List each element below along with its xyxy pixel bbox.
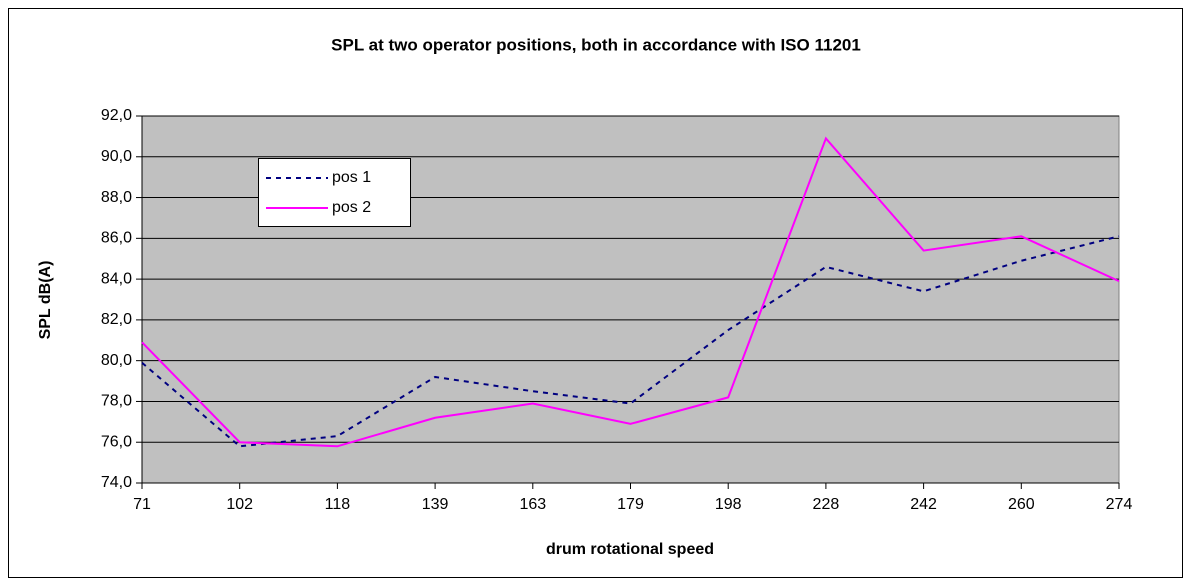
series-line	[141, 235, 1120, 448]
y-tick-label: 76,0	[101, 433, 132, 450]
x-tick-label: 71	[133, 496, 151, 513]
y-tick-label: 88,0	[101, 189, 132, 206]
y-tick-label: 86,0	[101, 230, 132, 247]
y-tick-label: 92,0	[101, 107, 132, 124]
y-axis-label: SPL dB(A)	[37, 261, 54, 340]
x-tick-label: 242	[910, 496, 937, 513]
y-tick-label: 80,0	[101, 352, 132, 369]
x-axis-label: drum rotational speed	[546, 541, 714, 558]
y-tick-label: 84,0	[101, 270, 132, 287]
x-tick-label: 179	[617, 496, 644, 513]
series-line	[141, 136, 1120, 448]
y-tick-label: 82,0	[101, 311, 132, 328]
x-tick-label: 260	[1008, 496, 1035, 513]
y-tick-label: 90,0	[101, 148, 132, 165]
legend-label: pos 2	[332, 199, 371, 216]
x-tick-label: 274	[1106, 496, 1133, 513]
x-tick-label: 118	[325, 496, 351, 513]
chart-title: SPL at two operator positions, both in a…	[331, 35, 861, 54]
y-tick-label: 78,0	[101, 393, 132, 410]
x-tick-label: 198	[715, 496, 742, 513]
legend-box	[258, 158, 411, 227]
x-tick-label: 139	[422, 496, 449, 513]
legend-label: pos 1	[332, 169, 371, 186]
x-tick-label: 228	[813, 496, 840, 513]
x-tick-label: 163	[519, 496, 546, 513]
y-tick-label: 74,0	[101, 474, 132, 491]
x-tick-label: 102	[226, 496, 253, 513]
